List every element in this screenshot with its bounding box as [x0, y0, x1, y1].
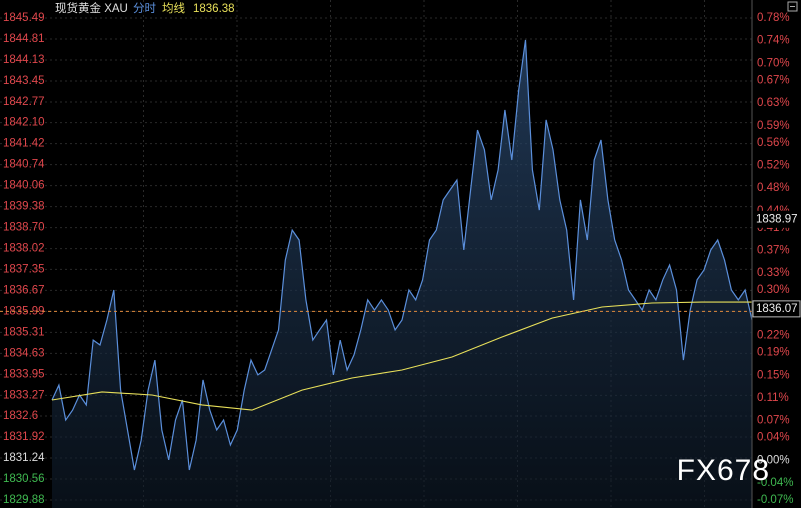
y2-tick-label: 0.59%	[757, 120, 790, 132]
y-tick-label: 1836.67	[3, 284, 45, 296]
y2-tick-label: -0.07%	[757, 494, 793, 506]
price-label-box	[752, 300, 801, 318]
legend-series: 均线	[162, 1, 185, 15]
y-tick-label: 1837.35	[3, 263, 45, 275]
y-tick-label: 1832.6	[3, 410, 38, 422]
y-tick-label: 1842.10	[3, 117, 45, 129]
y2-tick-label: 0.78%	[757, 12, 790, 24]
average-line	[51, 301, 752, 411]
y2-tick-label: 0.19%	[757, 347, 790, 359]
price-label: 1838.97	[756, 213, 798, 225]
y-tick-label: 1831.92	[3, 431, 45, 443]
y-tick-label: 1833.95	[3, 368, 45, 380]
y2-tick-label: -0.04%	[757, 477, 793, 489]
y2-tick-label: 0.63%	[757, 97, 790, 109]
y-tick-label: 1838.02	[3, 243, 45, 255]
y-tick-label: 1844.13	[3, 54, 45, 66]
y2-tick-label: 0.74%	[757, 35, 790, 47]
y2-tick-label: 0.22%	[757, 330, 790, 342]
watermark: FX678	[677, 454, 770, 487]
instrument-name: 现货黄金 XAU	[55, 1, 128, 15]
y2-tick-label: 0.04%	[757, 432, 790, 444]
y2-tick-label: 0.52%	[757, 159, 790, 171]
y2-tick-label: 0.11%	[757, 392, 789, 404]
y2-tick-label: 0.30%	[757, 284, 790, 296]
y-tick-label: 1842.77	[3, 96, 45, 108]
y-tick-label: 1840.06	[3, 180, 45, 192]
y-tick-label: 1833.27	[3, 389, 45, 401]
y2-tick-label: 0.07%	[757, 415, 790, 427]
price-label: 1836.07	[756, 303, 798, 315]
y2-tick-label: 0.15%	[757, 369, 790, 381]
y-tick-label: 1843.45	[3, 75, 45, 87]
y-tick-label: 1830.56	[3, 473, 45, 485]
y-tick-label: 1838.70	[3, 222, 45, 234]
y2-tick-label: 0.00%	[757, 454, 790, 466]
y-tick-label: 1845.49	[3, 12, 45, 24]
y-tick-label: 1839.38	[3, 201, 45, 213]
y-tick-label: 1840.74	[3, 159, 45, 171]
y2-tick-label: 0.33%	[757, 267, 790, 279]
price-label-box	[752, 210, 801, 228]
y-tick-label: 1835.99	[3, 305, 45, 317]
y2-tick-label: 0.56%	[757, 137, 790, 149]
y-tick-label: 1834.63	[3, 347, 45, 359]
y-tick-label: 1829.88	[3, 494, 45, 506]
legend-series: 分时	[133, 2, 156, 15]
area-fill	[52, 39, 752, 508]
y-tick-label: 1831.24	[3, 452, 45, 464]
y2-tick-label: 0.70%	[757, 57, 790, 69]
y2-tick-label: 0.67%	[757, 74, 790, 86]
y-tick-label: 1835.31	[3, 326, 45, 338]
price-line	[51, 39, 753, 471]
y2-tick-label: 0.37%	[757, 245, 790, 257]
avg-readout: 1836.38	[193, 3, 235, 15]
y-tick-label: 1844.81	[3, 33, 45, 45]
y2-tick-label: 0.48%	[757, 182, 790, 194]
y-tick-label: 1841.42	[3, 138, 45, 150]
menu-icon[interactable]	[787, 1, 798, 12]
